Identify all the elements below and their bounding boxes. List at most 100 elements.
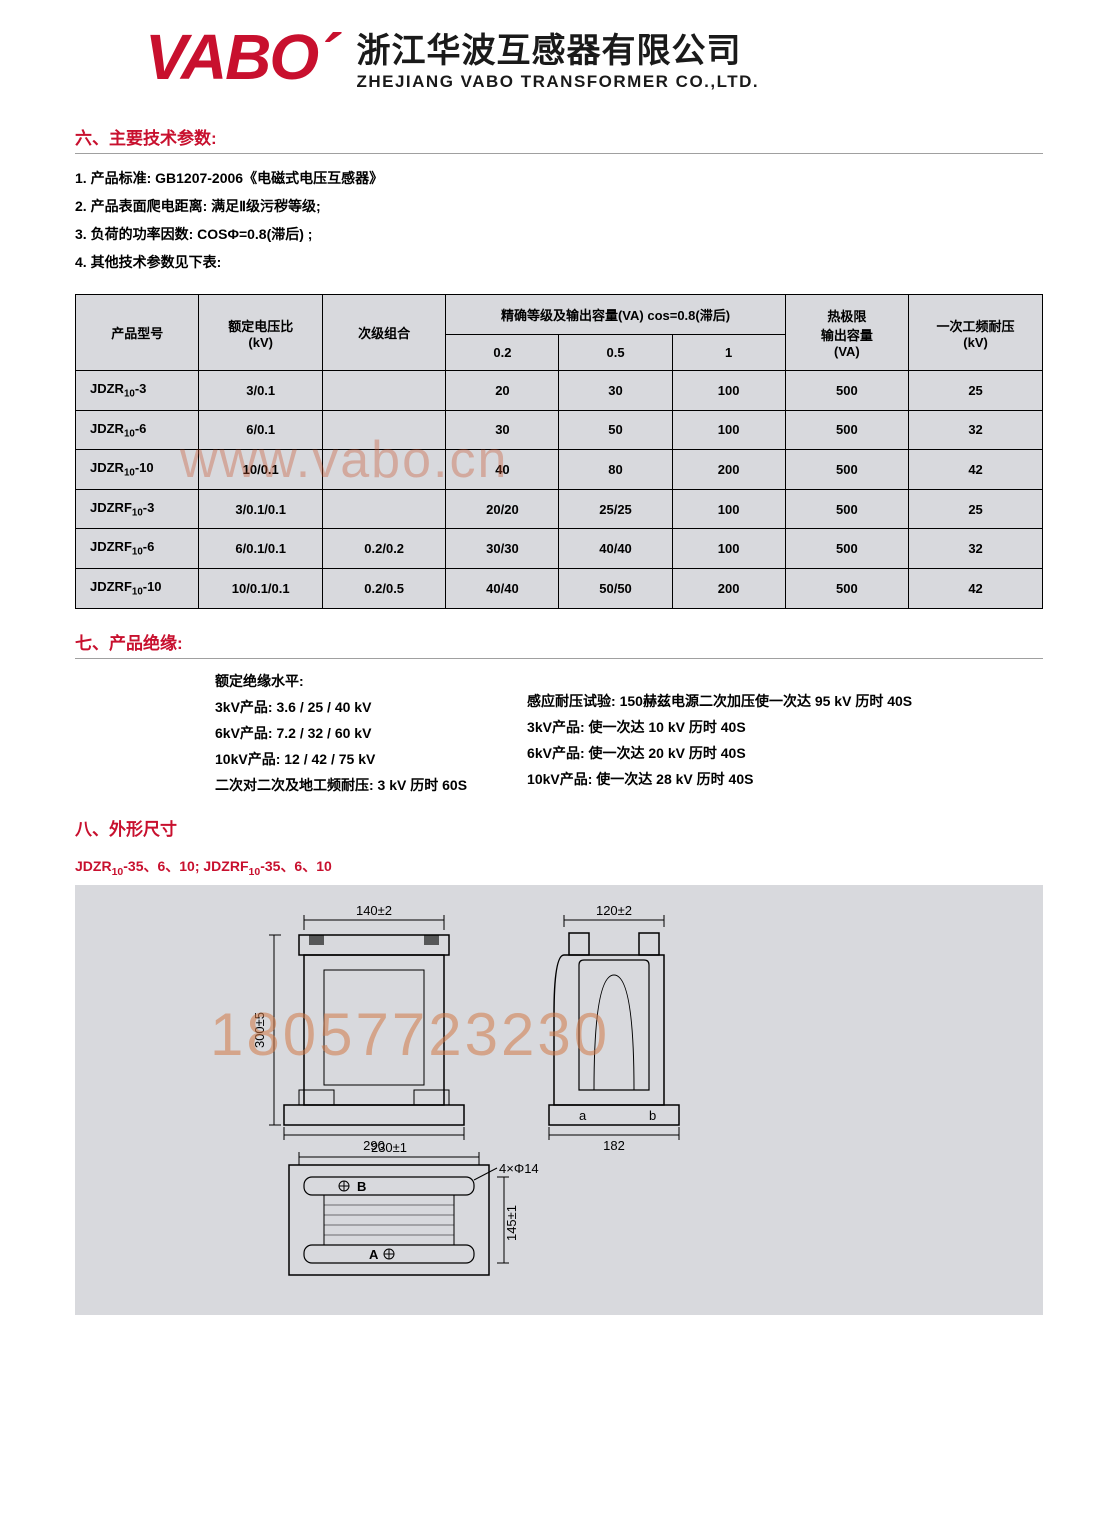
dim-side-bot: 182 (603, 1138, 625, 1153)
table-cell: 500 (785, 489, 908, 529)
table-row: JDZRF10-33/0.1/0.1 20/2025/2510050025 (76, 489, 1043, 529)
spec-item: 1. 产品标准: GB1207-2006《电磁式电压互感器》 (75, 168, 1043, 188)
table-cell: 50/50 (559, 568, 672, 608)
dim-front-top: 140±2 (356, 903, 392, 918)
dim-side-a: a (579, 1108, 587, 1123)
table-row: JDZR10-1010/0.1 408020050042 (76, 450, 1043, 490)
table-cell: 20/20 (446, 489, 559, 529)
logo-accent-icon: ˊ (317, 21, 336, 93)
table-row: JDZR10-66/0.1305010050032 (76, 410, 1043, 450)
table-cell: 50 (559, 410, 672, 450)
logo-text: VABO (145, 21, 317, 93)
table-cell: 100 (672, 529, 785, 569)
company-header: VABOˊ 浙江华波互感器有限公司 ZHEJIANG VABO TRANSFOR… (75, 20, 1043, 94)
table-cell: JDZR10-10 (76, 450, 199, 490)
table-cell (322, 410, 445, 450)
dim-side-top: 120±2 (596, 903, 632, 918)
table-cell: 200 (672, 450, 785, 490)
table-cell: 10/0.1 (199, 450, 322, 490)
spec-item: 4. 其他技术参数见下表: (75, 252, 1043, 272)
table-cell: 25 (909, 489, 1043, 529)
dim-top-h: 145±1 (504, 1205, 519, 1241)
table-cell: 0.2/0.2 (322, 529, 445, 569)
table-cell: JDZRF10-3 (76, 489, 199, 529)
table-cell: 200 (672, 568, 785, 608)
table-cell (322, 489, 445, 529)
table-cell: 30/30 (446, 529, 559, 569)
table-cell: 3/0.1 (199, 371, 322, 411)
th-secondary: 次级组合 (322, 295, 445, 371)
th-acc2: 0.5 (559, 335, 672, 371)
th-withstand: 一次工频耐压 (kV) (909, 295, 1043, 371)
table-cell: 32 (909, 410, 1043, 450)
table-row: JDZRF10-1010/0.1/0.10.2/0.540/4050/50200… (76, 568, 1043, 608)
dimension-drawings: 140±2 300±5 290 (75, 885, 1043, 1315)
company-name-cn: 浙江华波互感器有限公司 (356, 23, 759, 72)
logo: VABOˊ (145, 20, 336, 94)
spec-item: 3. 负荷的功率因数: COSΦ=0.8(滞后) ; (75, 224, 1043, 244)
section6-list: 1. 产品标准: GB1207-2006《电磁式电压互感器》 2. 产品表面爬电… (75, 168, 1043, 272)
table-cell: 6/0.1 (199, 410, 322, 450)
dimension-svg: 140±2 300±5 290 (209, 895, 909, 1295)
ins-line: 额定绝缘水平: (215, 671, 467, 691)
section6-title: 六、主要技术参数: (75, 124, 1043, 154)
spec-item: 2. 产品表面爬电距离: 满足Ⅱ级污秽等级; (75, 196, 1043, 216)
table-cell: 80 (559, 450, 672, 490)
table-cell: 500 (785, 529, 908, 569)
table-cell: 40 (446, 450, 559, 490)
insulation-right: 感应耐压试验: 150赫兹电源二次加压使一次达 95 kV 历时 40S 3kV… (527, 691, 912, 795)
company-name-en: ZHEJIANG VABO TRANSFORMER CO.,LTD. (356, 72, 759, 92)
th-model: 产品型号 (76, 295, 199, 371)
ins-line: 感应耐压试验: 150赫兹电源二次加压使一次达 95 kV 历时 40S (527, 691, 912, 711)
table-cell: 25 (909, 371, 1043, 411)
table-cell: 100 (672, 410, 785, 450)
table-cell: 0.2/0.5 (322, 568, 445, 608)
dim-top-a: A (369, 1247, 379, 1262)
section8-title: 八、外形尺寸 (75, 815, 1043, 844)
dim-front-h: 300±5 (252, 1012, 267, 1048)
table-row: JDZR10-33/0.1 203010050025 (76, 371, 1043, 411)
dim-models: JDZR10-35、6、10; JDZRF10-35、6、10 (75, 856, 1043, 878)
table-cell: 500 (785, 371, 908, 411)
table-cell: 30 (559, 371, 672, 411)
th-acc3: 1 (672, 335, 785, 371)
th-acc1: 0.2 (446, 335, 559, 371)
table-cell (322, 371, 445, 411)
table-cell: 30 (446, 410, 559, 450)
table-cell: 40/40 (446, 568, 559, 608)
table-cell: JDZRF10-6 (76, 529, 199, 569)
table-cell: 42 (909, 450, 1043, 490)
ins-line: 6kV产品: 7.2 / 32 / 60 kV (215, 723, 467, 743)
table-cell: 6/0.1/0.1 (199, 529, 322, 569)
ins-line: 10kV产品: 使一次达 28 kV 历时 40S (527, 769, 912, 789)
company-block: 浙江华波互感器有限公司 ZHEJIANG VABO TRANSFORMER CO… (356, 23, 759, 92)
ins-line: 二次对二次及地工频耐压: 3 kV 历时 60S (215, 775, 467, 795)
insulation-block: 额定绝缘水平: 3kV产品: 3.6 / 25 / 40 kV 6kV产品: 7… (215, 671, 1043, 795)
ins-line: 3kV产品: 3.6 / 25 / 40 kV (215, 697, 467, 717)
table-cell: 25/25 (559, 489, 672, 529)
table-cell: 3/0.1/0.1 (199, 489, 322, 529)
table-cell: 10/0.1/0.1 (199, 568, 322, 608)
table-cell (322, 450, 445, 490)
table-cell: 500 (785, 568, 908, 608)
table-cell: JDZR10-3 (76, 371, 199, 411)
table-row: JDZRF10-66/0.1/0.10.2/0.230/3040/4010050… (76, 529, 1043, 569)
section7-title: 七、产品绝缘: (75, 629, 1043, 659)
table-cell: 500 (785, 450, 908, 490)
ins-line: 3kV产品: 使一次达 10 kV 历时 40S (527, 717, 912, 737)
dim-side-b: b (649, 1108, 656, 1123)
dim-top-b: B (357, 1179, 366, 1194)
spec-table: 产品型号 额定电压比 (kV) 次级组合 精确等级及输出容量(VA) cos=0… (75, 294, 1043, 609)
table-cell: 32 (909, 529, 1043, 569)
table-cell: JDZRF10-10 (76, 568, 199, 608)
ins-line: 6kV产品: 使一次达 20 kV 历时 40S (527, 743, 912, 763)
dim-top-w: 230±1 (371, 1140, 407, 1155)
table-cell: 100 (672, 489, 785, 529)
th-ratio: 额定电压比 (kV) (199, 295, 322, 371)
dim-top-holes: 4×Φ14 (499, 1161, 539, 1176)
table-cell: 100 (672, 371, 785, 411)
table-cell: 42 (909, 568, 1043, 608)
th-thermal: 热极限 输出容量 (VA) (785, 295, 908, 371)
ins-line: 10kV产品: 12 / 42 / 75 kV (215, 749, 467, 769)
table-cell: 20 (446, 371, 559, 411)
